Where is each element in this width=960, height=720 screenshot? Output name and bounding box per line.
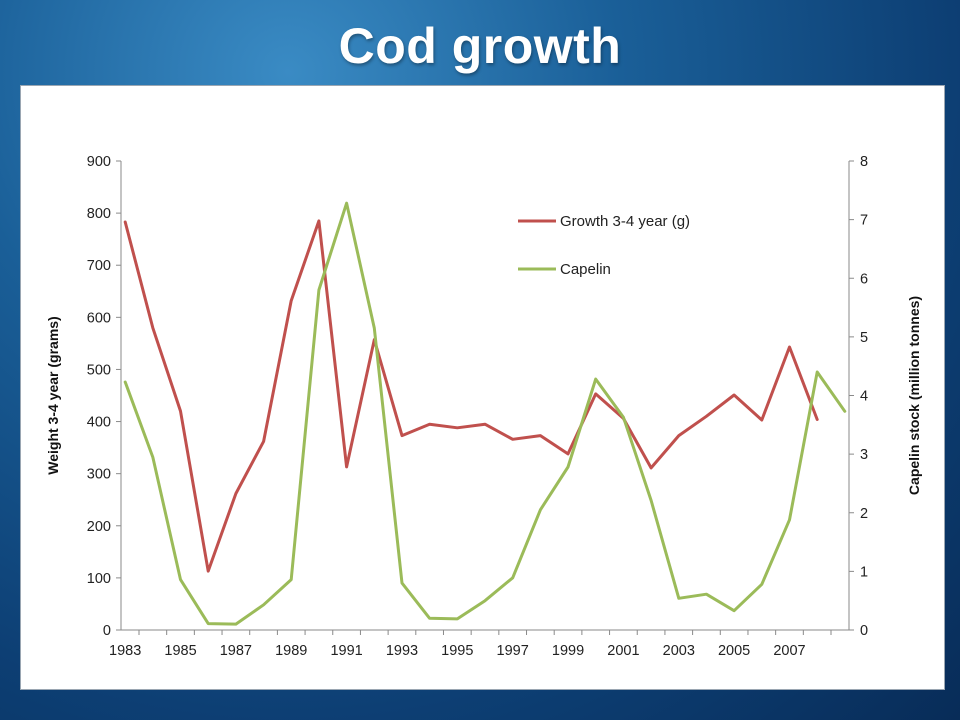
series-line-1 [123,219,819,573]
line-chart: 0 100 200 300 400 500 600 700 800 900 0 1 2 3 4 5 6 7 8 198… [45,154,922,659]
y-tick-label-right: 5 [860,330,868,346]
series-line-2 [123,201,847,626]
y-tick-label-right: 7 [860,213,868,229]
slide-title: Cod growth [338,18,622,74]
y-tick-label-right: 6 [860,271,868,287]
y-tick-label-right: 4 [860,389,868,405]
y-axis-title-right: Capelin stock (million tonnes) [906,296,922,495]
y-tick-label-left: 800 [87,206,111,222]
y-tick-label-right: 3 [860,447,868,463]
x-tick-label: 1989 [275,643,307,659]
y-tick-label-left: 0 [103,623,111,639]
y-tick-label-left: 900 [87,154,111,170]
y-tick-label-right: 2 [860,506,868,522]
y-tick-label-right: 1 [860,564,868,580]
x-tick-label: 2001 [607,643,639,659]
x-tick-label: 1987 [220,643,252,659]
y-tick-label-right: 0 [860,623,868,639]
x-tick-label: 1991 [330,643,362,659]
y-tick-label-left: 500 [87,362,111,378]
x-tick-label: 2003 [663,643,695,659]
x-tick-label: 1993 [386,643,418,659]
x-tick-label: 1985 [164,643,196,659]
x-tick-label: 1999 [552,643,584,659]
y-tick-label-left: 700 [87,258,111,274]
x-tick-label: 1997 [497,643,529,659]
x-tick-label: 2005 [718,643,750,659]
chart-frame: 0 100 200 300 400 500 600 700 800 900 0 1 2 3 4 5 6 7 8 198… [20,85,945,690]
legend-label-1: Growth 3-4 year (g) [560,213,690,230]
y-tick-label-left: 600 [87,310,111,326]
x-tick-label: 1983 [109,643,141,659]
legend-label-2: Capelin [560,261,611,278]
x-tick-label: 2007 [773,643,805,659]
y-axis-title-left: Weight 3-4 year (grams) [45,316,61,474]
y-tick-label-left: 400 [87,415,111,431]
y-tick-label-right: 8 [860,154,868,170]
x-tick-label: 1995 [441,643,473,659]
y-tick-label-left: 300 [87,467,111,483]
y-tick-label-left: 100 [87,571,111,587]
y-tick-label-left: 200 [87,519,111,535]
